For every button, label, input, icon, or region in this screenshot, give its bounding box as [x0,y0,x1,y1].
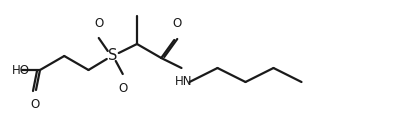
Text: O: O [118,82,128,95]
Text: O: O [30,98,40,111]
Text: HN: HN [175,75,192,88]
Text: O: O [172,17,182,30]
Text: S: S [108,48,117,63]
Text: HO: HO [12,63,30,77]
Text: O: O [94,17,103,30]
